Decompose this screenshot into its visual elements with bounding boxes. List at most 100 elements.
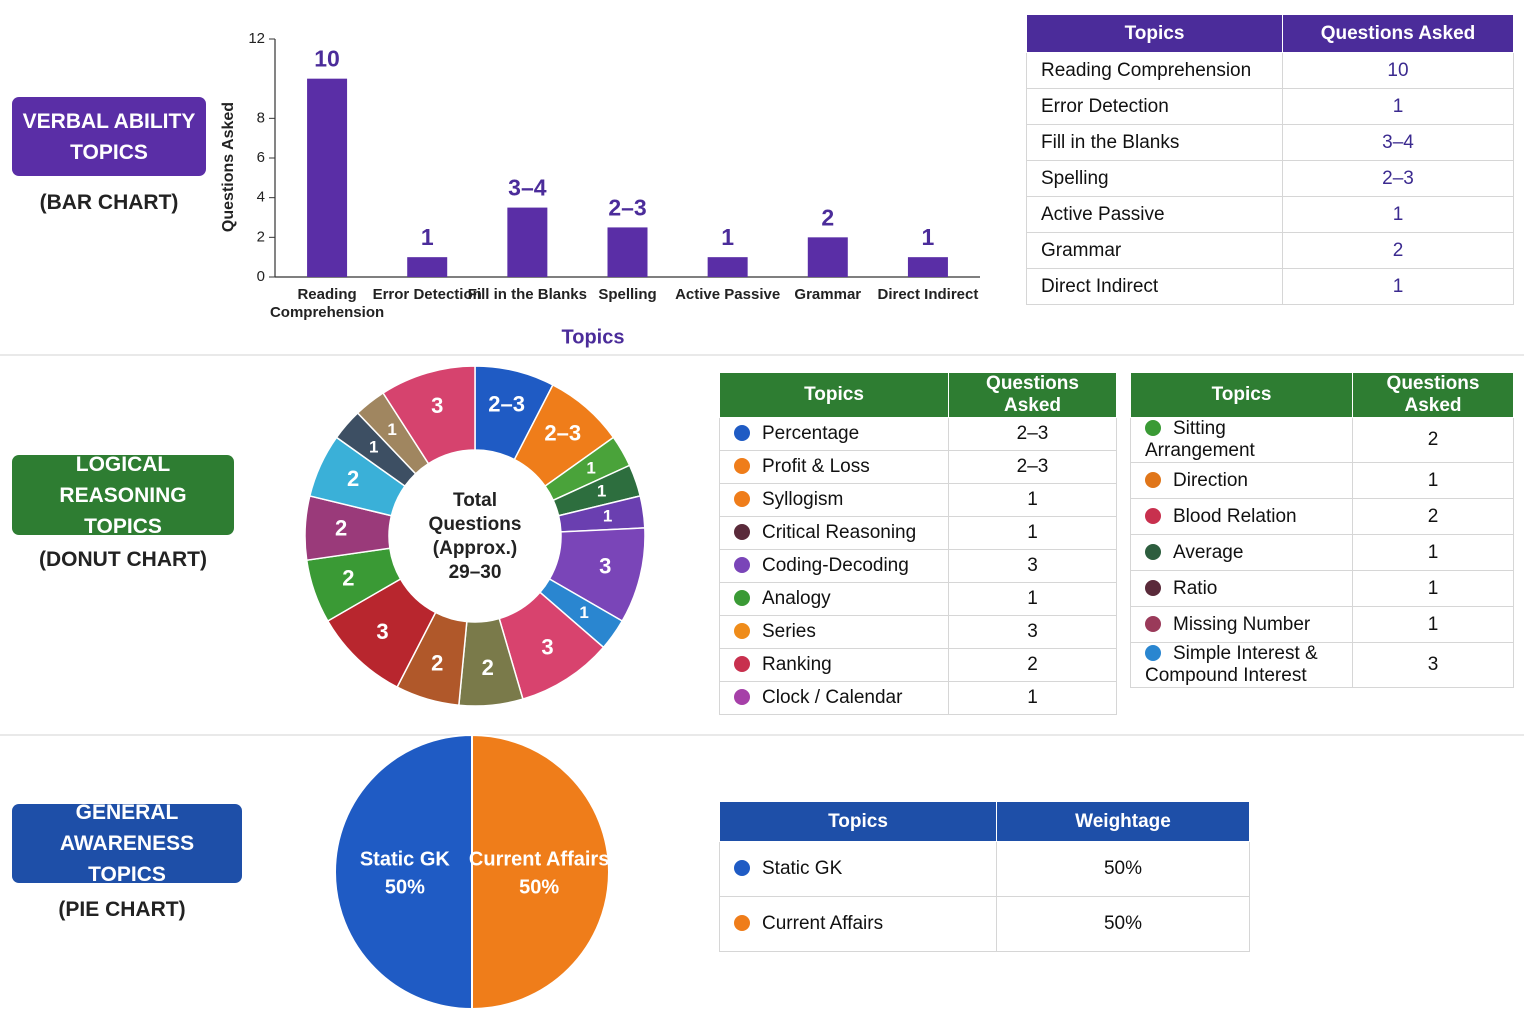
bar — [807, 237, 848, 277]
legend-dot — [734, 590, 750, 606]
value-cell: 1 — [948, 516, 1117, 550]
table-row: Spelling 2–3 — [1026, 160, 1514, 197]
topic-text: Ranking — [762, 654, 832, 675]
segment-label: 2 — [482, 655, 494, 680]
legend-dot — [734, 689, 750, 705]
bar — [407, 257, 448, 277]
header-row: Topics Questions Asked — [719, 372, 1117, 418]
header-row: Topics Questions Asked — [1026, 14, 1514, 53]
table-row: Series 3 — [719, 615, 1117, 649]
topic-text: Syllogism — [762, 489, 844, 510]
topic-cell: Sitting Arrangement — [1130, 417, 1353, 463]
segment-label: 1 — [579, 603, 588, 622]
topic-text: Current Affairs — [762, 913, 884, 934]
section-badge: VERBAL ABILITY TOPICS — [12, 97, 206, 176]
value-cell: 1 — [1282, 88, 1514, 125]
table-row: Missing Number 1 — [1130, 606, 1514, 643]
table-row: Active Passive 1 — [1026, 196, 1514, 233]
legend-dot — [1145, 543, 1161, 560]
section-caption: (PIE CHART) — [58, 898, 186, 921]
value-cell: 1 — [1352, 534, 1514, 571]
topic-cell: Static GK — [719, 841, 997, 897]
value-cell: 3 — [1352, 642, 1514, 688]
y-tick-label: 0 — [257, 268, 265, 285]
segment-label: 2–3 — [488, 392, 525, 417]
topic-cell: Percentage — [719, 417, 949, 451]
data-table: Topics Weightage Static GK 50% Current Affai… — [719, 801, 1250, 952]
table-row: Error Detection 1 — [1026, 88, 1514, 125]
table-row: Ratio 1 — [1130, 570, 1514, 607]
table-row: Static GK 50% — [719, 841, 1250, 897]
table-row: Ranking 2 — [719, 648, 1117, 682]
segment-label: 1 — [369, 438, 378, 457]
section-caption: (DONUT CHART) — [39, 548, 207, 571]
value-label: 2 — [821, 204, 834, 230]
value-label: 1 — [922, 224, 935, 250]
value-cell: 2 — [1352, 498, 1514, 535]
value-cell: 1 — [948, 483, 1117, 517]
center-title: Total Questions (Approx.) — [428, 490, 522, 559]
topic-cell: Syllogism — [719, 483, 949, 517]
y-tick-label: 8 — [257, 109, 265, 126]
topic-cell: Error Detection — [1026, 88, 1283, 125]
value-cell: 50% — [996, 896, 1250, 952]
value-cell: 50% — [996, 841, 1250, 897]
topic-text: Average — [1173, 541, 1244, 563]
segment-label: 1 — [603, 506, 612, 525]
y-tick-label: 12 — [248, 30, 265, 47]
table-row: Analogy 1 — [719, 582, 1117, 616]
x-axis-label: Topics — [562, 326, 625, 348]
legend-dot — [1145, 420, 1161, 436]
segment-label: 3 — [431, 393, 443, 418]
table-row: Average 1 — [1130, 534, 1514, 571]
header-row: Topics Weightage — [719, 801, 1250, 842]
header-cell: Topics — [1026, 14, 1283, 53]
pie-slice — [471, 733, 610, 1011]
value-label: 3–4 — [508, 175, 547, 201]
slice-value: 50% — [385, 876, 425, 898]
topic-text: Spelling — [1041, 167, 1109, 189]
table-row: Syllogism 1 — [719, 483, 1117, 517]
topic-text: Fill in the Blanks — [1041, 131, 1180, 153]
table-row: Current Affairs 50% — [719, 896, 1250, 952]
topic-cell: Missing Number — [1130, 606, 1353, 643]
topic-cell: Fill in the Blanks — [1026, 124, 1283, 161]
segment-label: 2 — [335, 515, 347, 540]
topic-text: Error Detection — [1041, 95, 1169, 117]
table-row: Fill in the Blanks 3–4 — [1026, 124, 1514, 161]
table-row: Coding-Decoding 3 — [719, 549, 1117, 583]
topic-text: Critical Reasoning — [762, 522, 917, 543]
bar — [507, 207, 548, 277]
x-tick-label: Error Detection — [372, 286, 482, 303]
value-cell: 1 — [1282, 268, 1514, 305]
y-axis-label: Questions Asked — [220, 102, 237, 232]
y-tick-label: 2 — [257, 228, 265, 245]
table-row: Simple Interest & Compound Interest 3 — [1130, 642, 1514, 688]
topic-text: Simple Interest & Compound Interest — [1145, 643, 1318, 687]
topic-cell: Reading Comprehension — [1026, 52, 1283, 89]
value-label: 10 — [314, 46, 340, 72]
header-cell: Weightage — [996, 801, 1250, 842]
header-row: Topics Questions Asked — [1130, 372, 1514, 418]
topic-text: Percentage — [762, 423, 860, 444]
header-cell: Questions Asked — [948, 372, 1117, 418]
segment-label: 2–3 — [544, 421, 581, 446]
table-row: Direct Indirect 1 — [1026, 268, 1514, 305]
segment-label: 1 — [597, 482, 606, 501]
data-table: Topics Questions Asked Reading Comprehensi… — [1026, 14, 1514, 305]
header-cell: Questions Asked — [1352, 372, 1514, 418]
topic-text: Missing Number — [1173, 613, 1311, 635]
segment-label: 1 — [387, 420, 396, 439]
legend-dot — [1145, 645, 1161, 661]
topic-text: Sitting Arrangement — [1145, 418, 1255, 462]
value-cell: 1 — [1282, 196, 1514, 233]
value-cell: 2 — [1282, 232, 1514, 269]
value-cell: 10 — [1282, 52, 1514, 89]
value-cell: 1 — [948, 681, 1117, 715]
topic-cell: Series — [719, 615, 949, 649]
topic-text: Profit & Loss — [762, 456, 870, 477]
table-row: Critical Reasoning 1 — [719, 516, 1117, 550]
topic-text: Clock / Calendar — [762, 687, 903, 708]
topic-cell: Direct Indirect — [1026, 268, 1283, 305]
slice-label: Current Affairs — [469, 848, 609, 870]
